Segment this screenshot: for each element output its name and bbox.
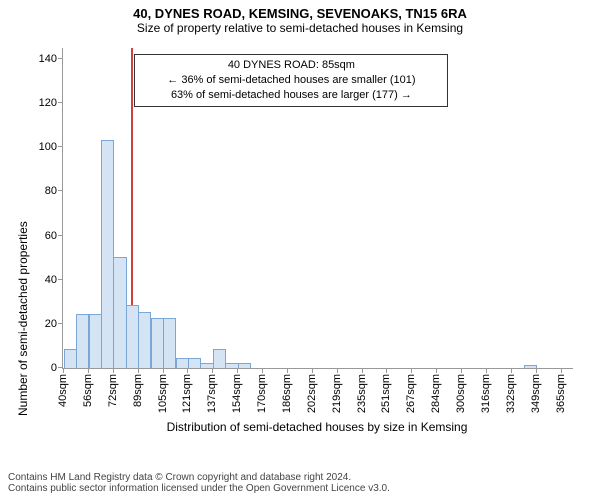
y-axis-label: Number of semi-detached properties <box>16 221 30 416</box>
histogram-bar <box>176 358 189 368</box>
x-tick-label: 170sqm <box>256 374 268 413</box>
y-tick-label: 20 <box>45 318 63 330</box>
histogram-bar <box>113 257 126 368</box>
x-tick-label: 186sqm <box>281 374 293 413</box>
x-tick-label: 40sqm <box>57 374 69 407</box>
histogram-bar <box>163 318 176 368</box>
chart-subtitle: Size of property relative to semi-detach… <box>0 21 600 35</box>
x-tick-label: 202sqm <box>306 374 318 413</box>
histogram-bar <box>188 358 201 368</box>
x-tick-label: 251sqm <box>380 374 392 413</box>
x-tick-label: 365sqm <box>555 374 567 413</box>
chart-container: 40, DYNES ROAD, KEMSING, SEVENOAKS, TN15… <box>0 0 600 500</box>
x-tick-label: 267sqm <box>405 374 417 413</box>
y-tick-label: 140 <box>39 53 63 65</box>
footer-attribution: Contains HM Land Registry data © Crown c… <box>0 466 600 500</box>
x-tick-label: 332sqm <box>505 374 517 413</box>
annotation-line: 40 DYNES ROAD: 85sqm <box>141 58 441 73</box>
x-tick-label: 105sqm <box>157 374 169 413</box>
histogram-bar <box>213 349 226 368</box>
y-tick-label: 60 <box>45 230 63 242</box>
annotation-box: 40 DYNES ROAD: 85sqm← 36% of semi-detach… <box>134 54 448 107</box>
histogram-bar <box>151 318 164 368</box>
histogram-bar <box>64 349 77 368</box>
x-tick-label: 121sqm <box>181 374 193 413</box>
x-tick-label: 349sqm <box>530 374 542 413</box>
y-tick-label: 0 <box>51 362 63 374</box>
x-tick-label: 137sqm <box>206 374 218 413</box>
x-tick-label: 300sqm <box>455 374 467 413</box>
footer-line-2: Contains public sector information licen… <box>8 483 592 494</box>
histogram-bar <box>138 312 151 368</box>
x-axis-label: Distribution of semi-detached houses by … <box>62 420 572 434</box>
x-tick-label: 89sqm <box>132 374 144 407</box>
footer-line-1: Contains HM Land Registry data © Crown c… <box>8 472 592 483</box>
histogram-bar <box>101 140 114 368</box>
x-tick-label: 219sqm <box>331 374 343 413</box>
histogram-bar <box>76 314 89 368</box>
annotation-line: 63% of semi-detached houses are larger (… <box>141 88 441 103</box>
x-tick-label: 154sqm <box>231 374 243 413</box>
x-tick-label: 316sqm <box>480 374 492 413</box>
y-tick-label: 120 <box>39 97 63 109</box>
chart-title: 40, DYNES ROAD, KEMSING, SEVENOAKS, TN15… <box>0 0 600 21</box>
histogram-bar <box>238 363 251 368</box>
x-tick-label: 56sqm <box>82 374 94 407</box>
annotation-line: ← 36% of semi-detached houses are smalle… <box>141 73 441 88</box>
y-tick-label: 40 <box>45 274 63 286</box>
y-tick-label: 100 <box>39 141 63 153</box>
plot-area: 40 DYNES ROAD: 85sqm← 36% of semi-detach… <box>62 48 573 369</box>
x-tick-label: 284sqm <box>430 374 442 413</box>
x-tick-label: 72sqm <box>107 374 119 407</box>
histogram-bar <box>89 314 102 368</box>
x-tick-label: 235sqm <box>356 374 368 413</box>
histogram-bar <box>126 305 139 368</box>
y-tick-label: 80 <box>45 185 63 197</box>
